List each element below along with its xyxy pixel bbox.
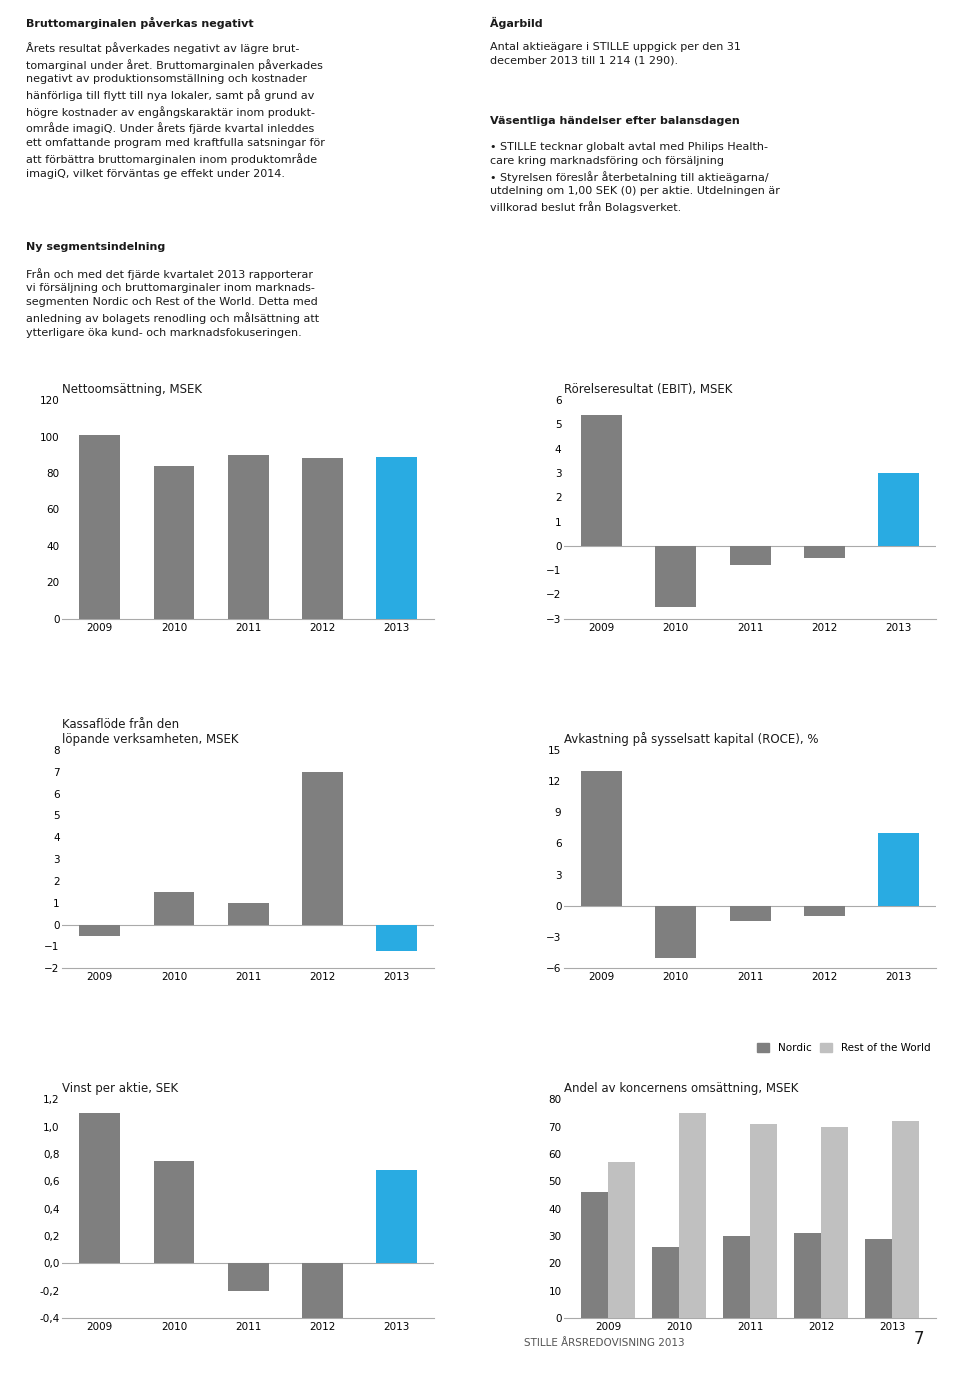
Bar xyxy=(302,771,343,925)
Bar xyxy=(302,458,343,618)
Bar xyxy=(730,546,771,566)
Bar xyxy=(656,905,696,958)
Bar xyxy=(228,455,269,618)
Bar xyxy=(581,1192,608,1318)
Text: Väsentliga händelser efter balansdagen: Väsentliga händelser efter balansdagen xyxy=(490,116,739,126)
Bar xyxy=(228,903,269,925)
Bar xyxy=(723,1236,750,1318)
Text: Vinst per aktie, SEK: Vinst per aktie, SEK xyxy=(62,1082,179,1096)
Bar xyxy=(302,1263,343,1318)
Bar xyxy=(376,1170,418,1263)
Bar xyxy=(80,435,120,618)
Bar xyxy=(154,1161,195,1263)
Bar xyxy=(652,1248,679,1318)
Bar xyxy=(581,415,622,546)
Text: Från och med det fjärde kvartalet 2013 rapporterar
vi försäljning och bruttomarg: Från och med det fjärde kvartalet 2013 r… xyxy=(26,268,319,338)
Bar xyxy=(154,891,195,925)
Text: Rörelseresultat (EBIT), MSEK: Rörelseresultat (EBIT), MSEK xyxy=(564,384,732,396)
Bar xyxy=(154,466,195,618)
Bar xyxy=(679,1114,707,1318)
Bar xyxy=(656,546,696,607)
Bar xyxy=(878,473,919,546)
Bar xyxy=(804,546,845,558)
Text: • STILLE tecknar globalt avtal med Philips Health-
care kring marknadsföring och: • STILLE tecknar globalt avtal med Phili… xyxy=(490,142,780,213)
Bar xyxy=(608,1162,636,1318)
Text: Andel av koncernens omsättning, MSEK: Andel av koncernens omsättning, MSEK xyxy=(564,1082,799,1096)
Bar xyxy=(581,770,622,905)
Text: Årets resultat påverkades negativt av lägre brut-
tomarginal under året. Bruttom: Årets resultat påverkades negativt av lä… xyxy=(26,41,324,179)
Bar xyxy=(821,1126,848,1318)
Bar xyxy=(878,834,919,905)
Bar xyxy=(794,1234,821,1318)
Bar xyxy=(804,905,845,916)
Text: Avkastning på sysselsatt kapital (ROCE), %: Avkastning på sysselsatt kapital (ROCE),… xyxy=(564,731,819,745)
Text: STILLE ÅRSREDOVISNING 2013: STILLE ÅRSREDOVISNING 2013 xyxy=(524,1339,685,1348)
Text: Kassaflöde från den
löpande verksamheten, MSEK: Kassaflöde från den löpande verksamheten… xyxy=(62,718,239,745)
Bar xyxy=(80,1114,120,1263)
Text: Ägarbild: Ägarbild xyxy=(490,17,542,29)
Bar xyxy=(228,1263,269,1290)
Bar xyxy=(376,457,418,618)
Bar xyxy=(376,925,418,951)
Text: Bruttomarginalen påverkas negativt: Bruttomarginalen påverkas negativt xyxy=(26,17,253,29)
Bar xyxy=(892,1121,919,1318)
Bar xyxy=(80,925,120,936)
Text: Antal aktieägare i STILLE uppgick per den 31
december 2013 till 1 214 (1 290).: Antal aktieägare i STILLE uppgick per de… xyxy=(490,41,740,66)
Bar xyxy=(750,1123,777,1318)
Text: 7: 7 xyxy=(914,1330,924,1348)
Text: Nettoomsättning, MSEK: Nettoomsättning, MSEK xyxy=(62,384,203,396)
Bar xyxy=(865,1239,892,1318)
Bar xyxy=(730,905,771,922)
Legend: Nordic, Rest of the World: Nordic, Rest of the World xyxy=(753,1039,934,1057)
Text: Ny segmentsindelning: Ny segmentsindelning xyxy=(26,241,165,251)
